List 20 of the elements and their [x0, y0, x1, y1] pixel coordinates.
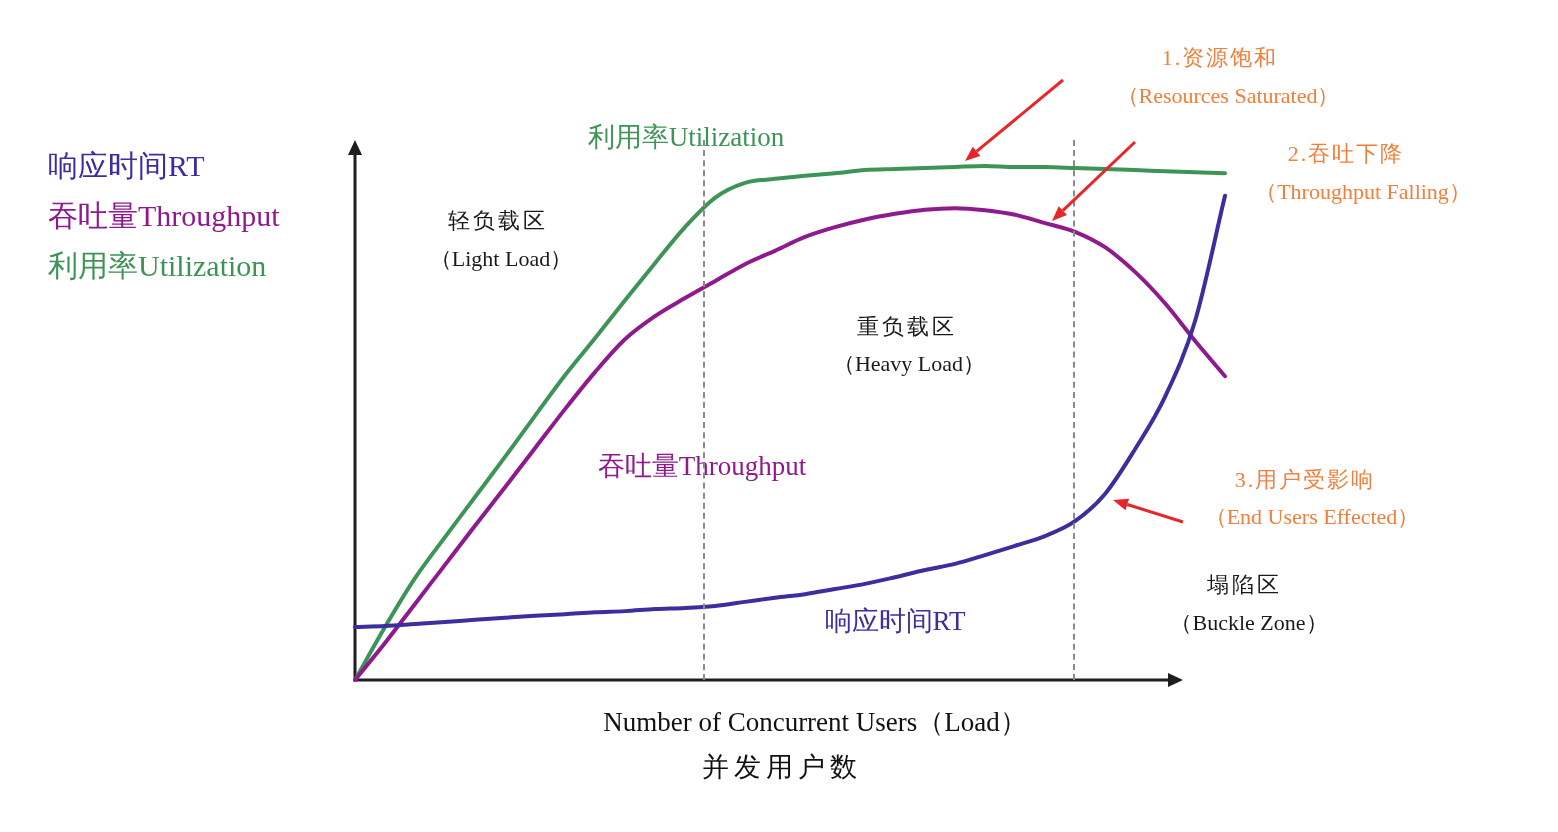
annotation: （End Users Effected）: [1204, 504, 1420, 530]
annotation: （Buckle Zone）: [1170, 610, 1328, 636]
series-label: 吞吐量Throughput: [597, 451, 807, 483]
annotation: 3.用户受影响: [1234, 467, 1376, 493]
series-label: 响应时间RT: [824, 606, 966, 638]
text: （Throughput Falling）: [1255, 179, 1471, 205]
annotation: （Heavy Load）: [832, 351, 986, 377]
text: 1.资源饱和: [1161, 45, 1279, 71]
text: 2.吞吐下降: [1287, 141, 1405, 167]
text: 并发用户数: [702, 752, 862, 784]
text: 利用率Utilization: [48, 249, 267, 282]
annotation: 轻负载区: [448, 208, 548, 234]
annotation: （Light Load）: [429, 246, 573, 272]
annotation: 塌陷区: [1206, 572, 1282, 598]
text: （Resources Saturated）: [1116, 83, 1340, 109]
annotation: 重负载区: [857, 314, 957, 340]
text: 响应时间RT: [48, 149, 205, 182]
series-label: 利用率Utilization: [587, 122, 785, 154]
x-axis-title: Number of Concurrent Users（Load）: [603, 707, 1027, 739]
text: 吞吐量Throughput: [48, 199, 280, 232]
